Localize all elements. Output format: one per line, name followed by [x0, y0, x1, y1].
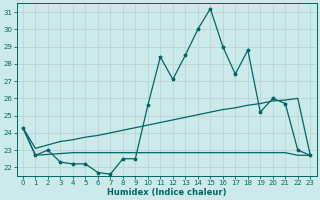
X-axis label: Humidex (Indice chaleur): Humidex (Indice chaleur): [107, 188, 226, 197]
